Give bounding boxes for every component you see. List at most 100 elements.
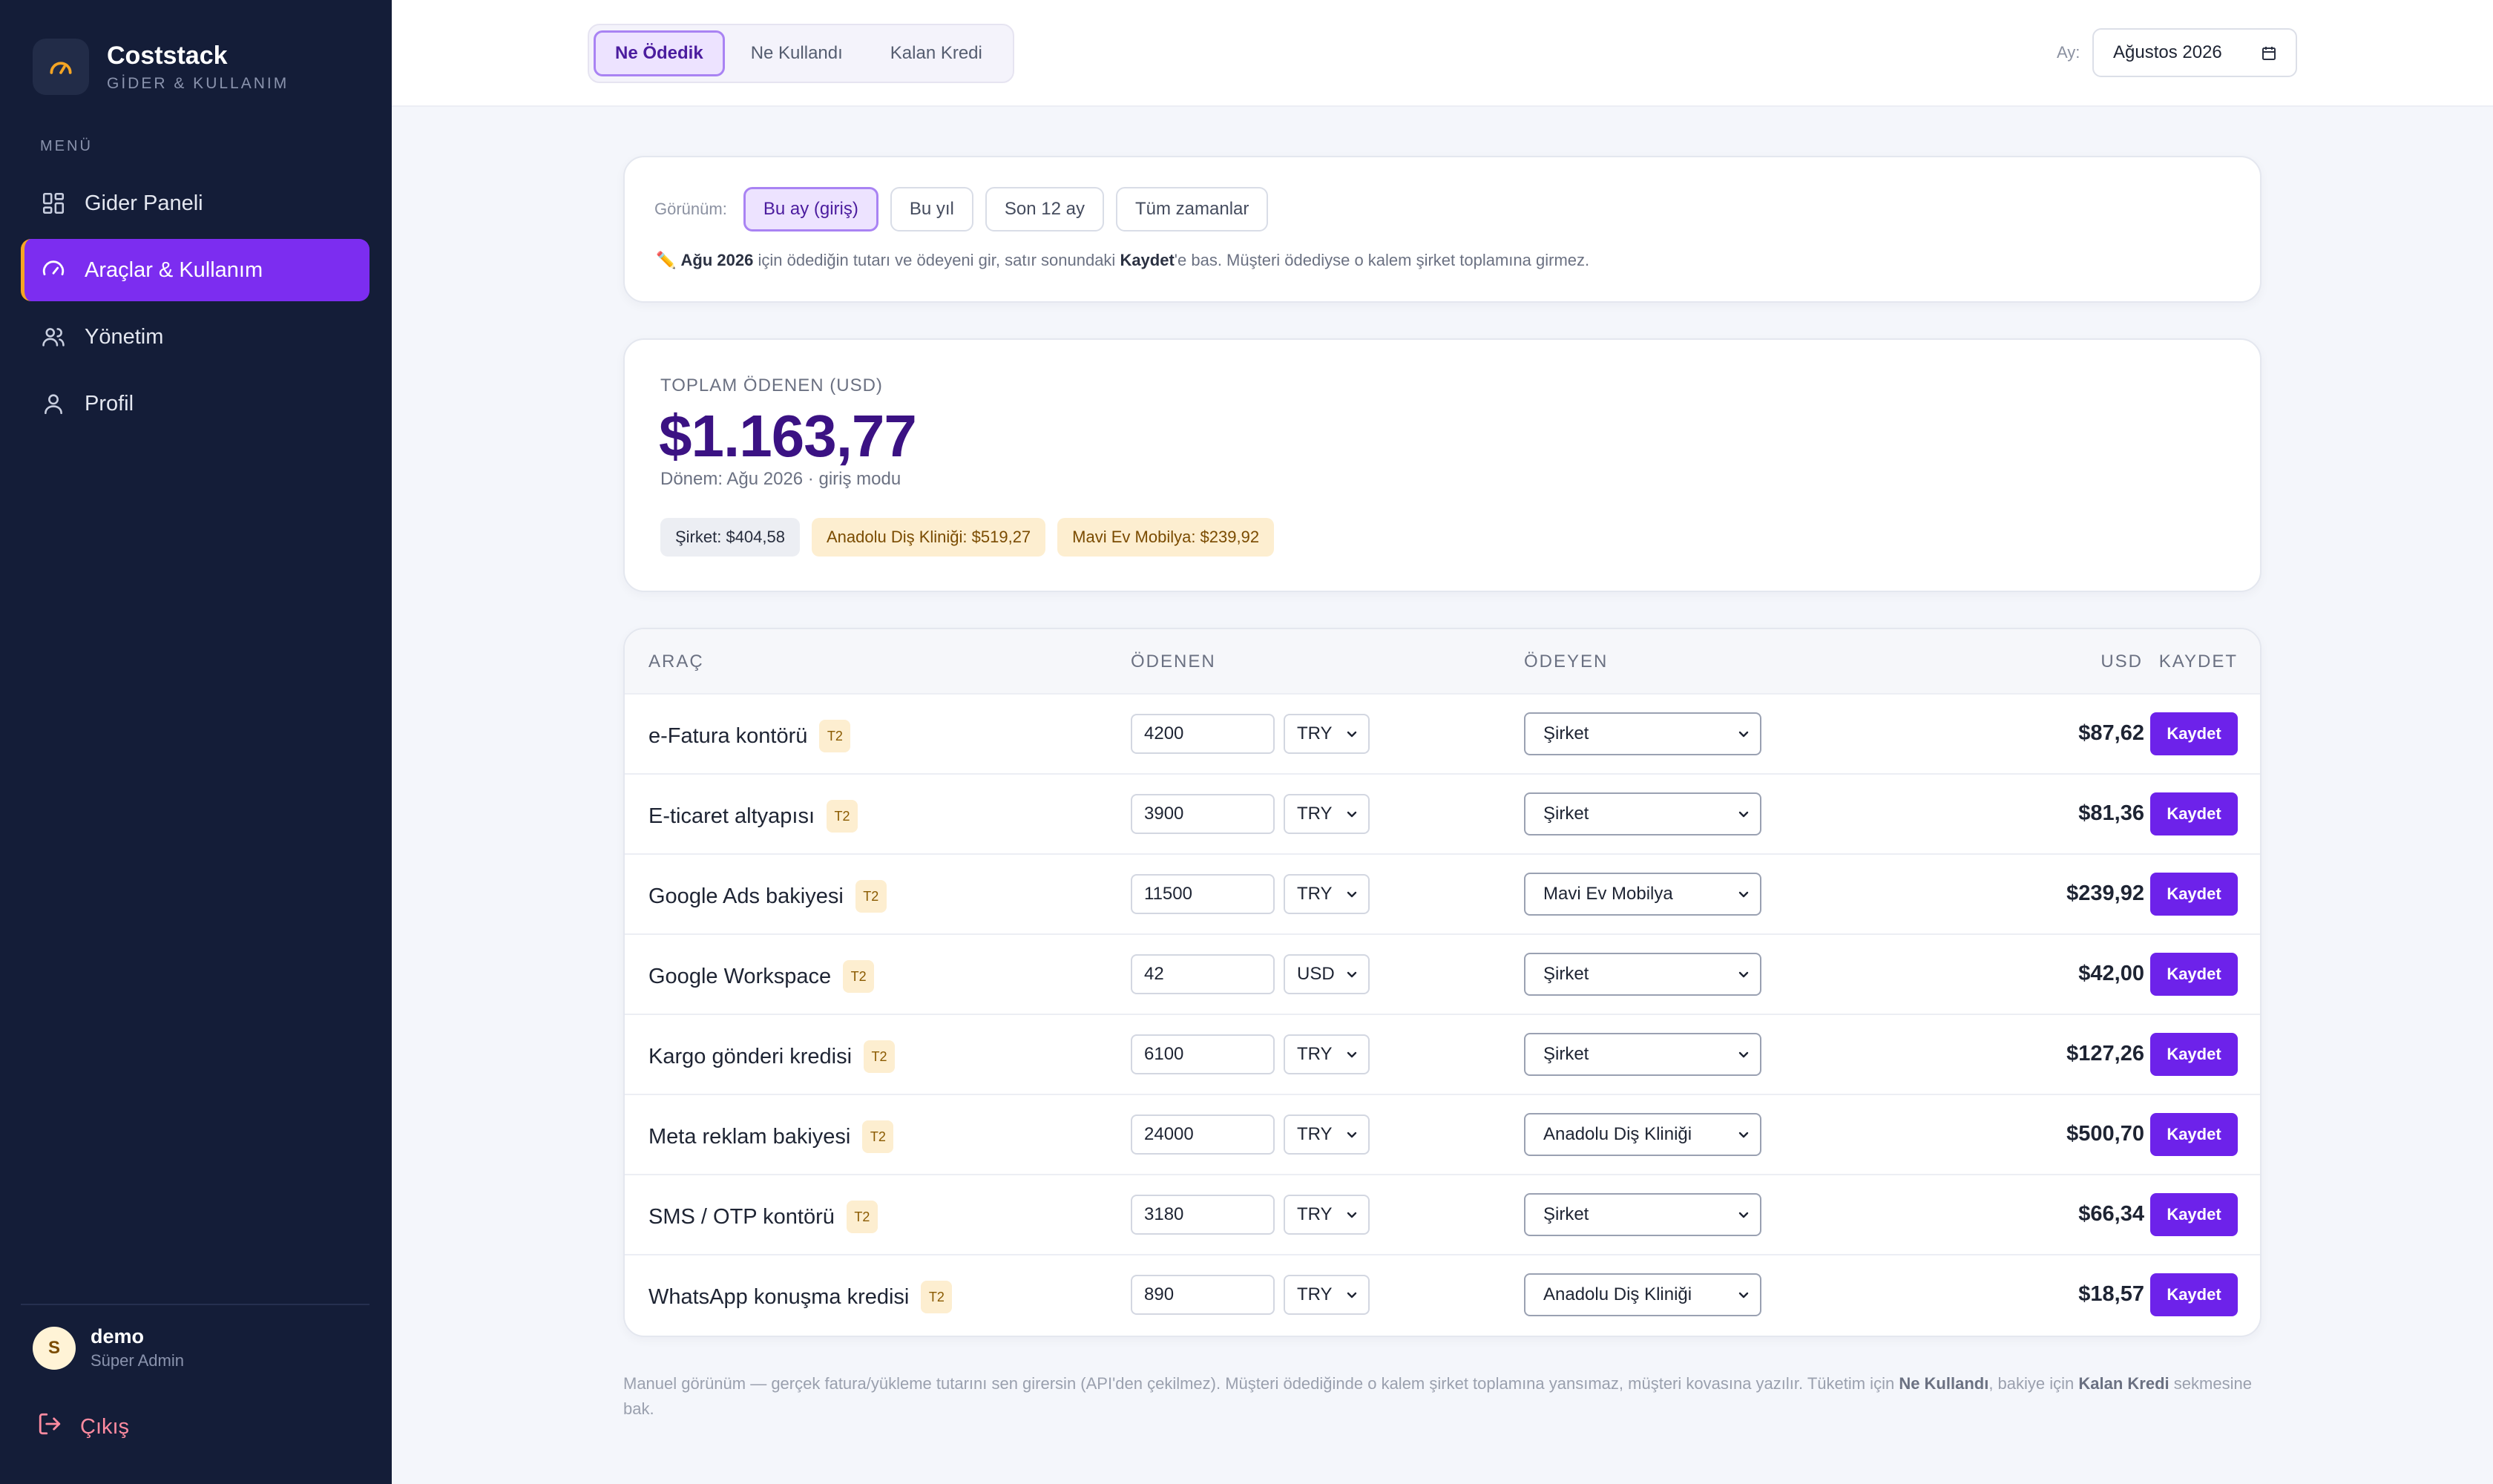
footnote-text-a: Manuel görünüm — gerçek fatura/yükleme t… [623, 1374, 1899, 1393]
view-option-last-12-months[interactable]: Son 12 ay [985, 187, 1104, 232]
currency-select[interactable]: USD [1284, 954, 1370, 994]
view-option-this-year[interactable]: Bu yıl [890, 187, 973, 232]
amount-input[interactable] [1131, 1034, 1275, 1074]
brand-subtitle: GİDER & KULLANIM [107, 75, 289, 92]
table-row: Google Ads bakiyesi T2 TRY Mavi Ev Mobilya $… [625, 855, 2260, 935]
tab-ne-kullandi[interactable]: Ne Kullandı [750, 43, 843, 63]
amount-input[interactable] [1131, 1275, 1275, 1315]
sidebar-item-profil[interactable]: Profil [21, 372, 369, 435]
chevron-down-icon [1347, 1292, 1357, 1298]
sidebar-item-araclar-kullanim[interactable]: Araçlar & Kullanım [21, 239, 369, 301]
amount-input[interactable] [1131, 874, 1275, 914]
payer-select[interactable]: Şirket [1524, 712, 1761, 755]
calendar-icon [2260, 45, 2278, 68]
tier-badge: T2 [855, 880, 887, 913]
tool-name-cell: WhatsApp konuşma kredisi T2 [648, 1281, 953, 1313]
tab-kalan-kredi[interactable]: Kalan Kredi [890, 43, 982, 63]
tool-name-cell: Google Ads bakiyesi T2 [648, 880, 887, 913]
currency-value: TRY [1297, 723, 1333, 743]
currency-select[interactable]: TRY [1284, 1034, 1370, 1074]
payer-breakdown: Şirket: $404,58 Anadolu Diş Kliniği: $51… [660, 518, 1286, 556]
save-button[interactable]: Kaydet [2150, 1033, 2238, 1076]
hint-save-word: Kaydet [1120, 251, 1175, 269]
usd-value: $87,62 [2078, 721, 2144, 745]
chevron-down-icon [1738, 731, 1749, 738]
sidebar-item-gider-paneli[interactable]: Gider Paneli [21, 172, 369, 234]
chevron-down-icon [1738, 1132, 1749, 1138]
amount-input[interactable] [1131, 714, 1275, 754]
footnote-text-c: sekmesine bak. [623, 1374, 2252, 1418]
currency-value: TRY [1297, 804, 1333, 824]
save-button[interactable]: Kaydet [2150, 873, 2238, 916]
chevron-down-icon [1738, 1212, 1749, 1218]
save-button[interactable]: Kaydet [2150, 1113, 2238, 1156]
currency-select[interactable]: TRY [1284, 1195, 1370, 1235]
payer-value: Mavi Ev Mobilya [1543, 884, 1673, 904]
save-button[interactable]: Kaydet [2150, 1273, 2238, 1316]
hint-text-b: 'e bas. Müşteri ödediyse o kalem şirket … [1174, 251, 1590, 269]
hint-text-a: için ödediğin tutarı ve ödeyeni gir, sat… [753, 251, 1120, 269]
currency-select[interactable]: TRY [1284, 874, 1370, 914]
sidebar-item-label: Gider Paneli [85, 191, 203, 215]
amount-input[interactable] [1131, 1114, 1275, 1155]
menu-label: MENÜ [40, 138, 93, 154]
currency-select[interactable]: TRY [1284, 1114, 1370, 1155]
currency-select[interactable]: TRY [1284, 794, 1370, 834]
footnote-credit-link: Kalan Kredi [2078, 1374, 2170, 1393]
save-button[interactable]: Kaydet [2150, 712, 2238, 755]
currency-value: USD [1297, 964, 1335, 984]
month-picker[interactable]: Ağustos 2026 [2092, 28, 2297, 77]
amount-input[interactable] [1131, 954, 1275, 994]
chevron-down-icon [1347, 971, 1357, 978]
payer-select[interactable]: Şirket [1524, 1193, 1761, 1236]
payer-value: Şirket [1543, 723, 1589, 743]
logout-button[interactable]: Çıkış [37, 1411, 129, 1442]
tool-name: Google Workspace [648, 964, 832, 988]
payer-select[interactable]: Şirket [1524, 953, 1761, 996]
currency-select[interactable]: TRY [1284, 1275, 1370, 1315]
column-header-usd: USD [2101, 651, 2143, 672]
view-option-all-time[interactable]: Tüm zamanlar [1115, 187, 1269, 232]
usd-value: $500,70 [2066, 1122, 2144, 1146]
table-header: ARAÇ ÖDENEN ÖDEYEN USD KAYDET [625, 629, 2260, 695]
payer-chip: Şirket: $404,58 [660, 518, 800, 556]
save-button[interactable]: Kaydet [2150, 1193, 2238, 1236]
brand[interactable]: Coststack GİDER & KULLANIM [33, 39, 289, 95]
amount-input[interactable] [1131, 794, 1275, 834]
payer-select[interactable]: Mavi Ev Mobilya [1524, 873, 1761, 916]
currency-value: TRY [1297, 1124, 1333, 1144]
gauge-icon [40, 257, 67, 283]
currency-select[interactable]: TRY [1284, 714, 1370, 754]
save-button[interactable]: Kaydet [2150, 953, 2238, 996]
total-card: TOPLAM ÖDENEN (USD) $1.163,77 Dönem: Ağu… [623, 338, 2262, 592]
total-label: TOPLAM ÖDENEN (USD) [660, 375, 883, 395]
payer-select[interactable]: Anadolu Diş Kliniği [1524, 1273, 1761, 1316]
sidebar-item-label: Araçlar & Kullanım [85, 257, 263, 282]
column-header-tool: ARAÇ [648, 651, 704, 672]
user-role: Süper Admin [91, 1351, 184, 1370]
chevron-down-icon [1347, 1051, 1357, 1058]
logout-label: Çıkış [80, 1414, 130, 1439]
chevron-down-icon [1347, 1132, 1357, 1138]
tab-ne-odedik[interactable]: Ne Ödedik [594, 30, 725, 76]
payer-select[interactable]: Şirket [1524, 1033, 1761, 1076]
month-label: Ay: [2057, 43, 2080, 62]
mode-tabs: Ne Ödedik Ne Kullandı Kalan Kredi [588, 24, 1014, 83]
save-button[interactable]: Kaydet [2150, 792, 2238, 835]
column-header-paid: ÖDENEN [1131, 651, 1216, 672]
payer-select[interactable]: Şirket [1524, 792, 1761, 835]
payer-select[interactable]: Anadolu Diş Kliniği [1524, 1113, 1761, 1156]
chevron-down-icon [1738, 1292, 1749, 1298]
payer-value: Şirket [1543, 804, 1589, 824]
amount-input[interactable] [1131, 1195, 1275, 1235]
avatar: S [33, 1326, 76, 1370]
footnote: Manuel görünüm — gerçek fatura/yükleme t… [623, 1371, 2262, 1422]
user-profile[interactable]: S demo Süper Admin [33, 1325, 184, 1370]
sidebar-item-label: Profil [85, 391, 134, 416]
sidebar-item-yonetim[interactable]: Yönetim [21, 306, 369, 368]
view-option-this-month[interactable]: Bu ay (giriş) [743, 187, 878, 232]
sidebar-nav: Gider Paneli Araçlar & Kullanım Yönetim … [21, 172, 369, 439]
tier-badge: T2 [862, 1120, 894, 1153]
total-period: Dönem: Ağu 2026 · giriş modu [660, 469, 901, 489]
